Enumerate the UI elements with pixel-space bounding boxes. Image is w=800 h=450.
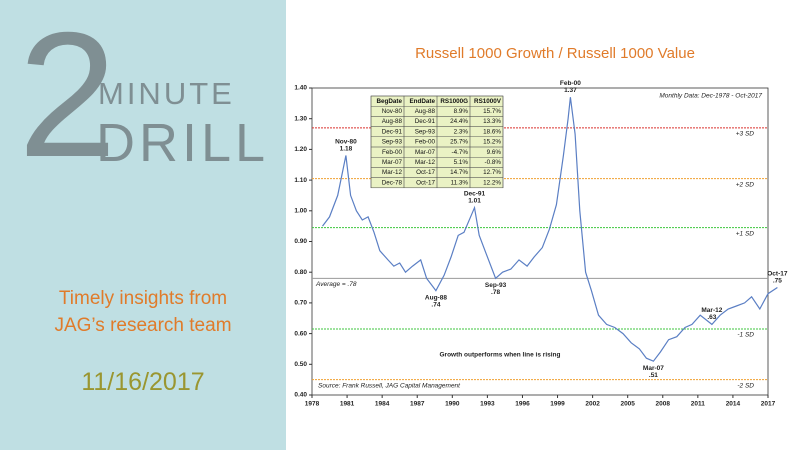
annotation-value: .75 [773, 277, 782, 284]
table-text: 12.2% [483, 179, 501, 186]
annotation: Nov-80 [335, 138, 357, 145]
table-text: 15.7% [483, 108, 501, 115]
annotation: Aug-88 [425, 294, 447, 301]
reference-label: -1 SD [737, 332, 754, 339]
table-text: 9.6% [487, 149, 502, 156]
table-text: Sep-93 [382, 139, 403, 146]
annotation: Dec-91 [464, 190, 486, 197]
table-text: Aug-88 [415, 108, 436, 115]
table-text: 24.4% [450, 118, 468, 125]
table-text: Oct-17 [416, 169, 435, 176]
x-tick-label: 1996 [515, 401, 530, 408]
table-text: Oct-17 [416, 179, 435, 186]
table-text: Mar-12 [382, 169, 402, 176]
date: 11/16/2017 [81, 368, 205, 396]
y-tick-label: 0.80 [294, 269, 307, 276]
y-tick-label: 1.20 [294, 146, 307, 153]
table-text: 14.7% [450, 169, 468, 176]
table-text: Feb-00 [382, 149, 402, 156]
table-text: Mar-12 [415, 159, 435, 166]
x-tick-label: 1990 [445, 401, 460, 408]
annotation-value: .63 [707, 314, 716, 321]
x-tick-label: 1993 [480, 401, 495, 408]
y-tick-label: 0.50 [294, 361, 307, 368]
table-text: RS1000G [440, 98, 468, 105]
table-text: 8.9% [454, 108, 469, 115]
annotation-value: 1.01 [468, 197, 481, 204]
annotation: Feb-00 [560, 80, 581, 87]
x-tick-label: 1978 [305, 401, 320, 408]
table-cell [469, 177, 504, 189]
y-tick-label: 1.10 [294, 177, 307, 184]
table-text: 12.7% [483, 169, 501, 176]
x-tick-label: 2014 [726, 401, 741, 408]
y-tick-label: 1.40 [294, 85, 307, 92]
table-text: 11.3% [451, 179, 469, 186]
y-tick-label: 0.60 [294, 330, 307, 337]
table-text: BegDate [376, 98, 402, 105]
x-tick-label: 1987 [410, 401, 425, 408]
annotation: Sep-93 [485, 282, 507, 289]
table-text: Dec-91 [382, 128, 403, 135]
annotation: Mar-07 [643, 365, 664, 372]
annotation-value: 1.18 [340, 145, 353, 152]
table-text: EndDate [409, 98, 435, 105]
x-tick-label: 2011 [691, 401, 705, 408]
brand-word: MINUTE [98, 76, 235, 111]
y-tick-label: 1.00 [294, 208, 307, 215]
table-text: Dec-78 [382, 179, 403, 186]
y-tick-label: 0.90 [294, 238, 307, 245]
table-text: 5.1% [454, 159, 469, 166]
x-tick-label: 1999 [550, 401, 565, 408]
brand-word: DRILL [96, 113, 270, 173]
x-tick-label: 2008 [656, 401, 671, 408]
chart-title: Russell 1000 Growth / Russell 1000 Value [415, 45, 695, 62]
annotation-value: 1.37 [564, 87, 577, 94]
annotation: Oct-17 [767, 270, 788, 277]
data-line [322, 97, 778, 362]
table-text: 18.6% [483, 128, 501, 135]
x-tick-label: 2002 [585, 401, 600, 408]
table-text: Sep-93 [415, 128, 436, 135]
table-text: 2.3% [454, 128, 469, 135]
annotation: Mar-12 [701, 307, 722, 314]
note: Monthly Data: Dec-1978 - Oct-2017 [659, 93, 762, 100]
tagline: Timely insights from [58, 288, 228, 309]
x-tick-label: 2005 [620, 401, 635, 408]
reference-label: -2 SD [737, 382, 754, 389]
source: Source: Frank Russell, JAG Capital Manag… [318, 383, 461, 390]
reference-label: +2 SD [736, 181, 755, 188]
x-tick-label: 1981 [340, 401, 355, 408]
x-tick-label: 2017 [761, 401, 776, 408]
reference-label: +3 SD [736, 131, 755, 138]
big-number: 2 [18, 0, 117, 194]
side-panel: 2 MINUTE DRILL Timely insights from JAG’… [0, 0, 286, 450]
table-text: 13.3% [483, 118, 501, 125]
caption: Growth outperforms when line is rising [440, 352, 561, 359]
tagline: JAG’s research team [54, 315, 232, 336]
y-tick-label: 0.70 [294, 300, 307, 307]
table-text: 25.7% [450, 139, 468, 146]
table-text: 15.2% [483, 139, 501, 146]
reference-label: +1 SD [736, 230, 755, 237]
table-text: -0.8% [485, 159, 502, 166]
table-text: Mar-07 [382, 159, 402, 166]
table-text: Aug-88 [382, 118, 403, 125]
reference-label: Average = .78 [315, 281, 357, 288]
table-text: Feb-00 [415, 139, 435, 146]
annotation-value: .74 [431, 301, 440, 308]
table-text: Mar-07 [415, 149, 435, 156]
y-tick-label: 1.30 [294, 115, 307, 122]
annotation-value: .51 [649, 372, 658, 379]
table-text: RS1000V [474, 98, 502, 105]
x-tick-label: 1984 [375, 401, 390, 408]
y-tick-label: 0.40 [294, 392, 307, 399]
table-text: Dec-91 [415, 118, 436, 125]
table-text: Nov-80 [382, 108, 403, 115]
annotation-value: .78 [491, 289, 500, 296]
table-text: -4.7% [452, 149, 469, 156]
